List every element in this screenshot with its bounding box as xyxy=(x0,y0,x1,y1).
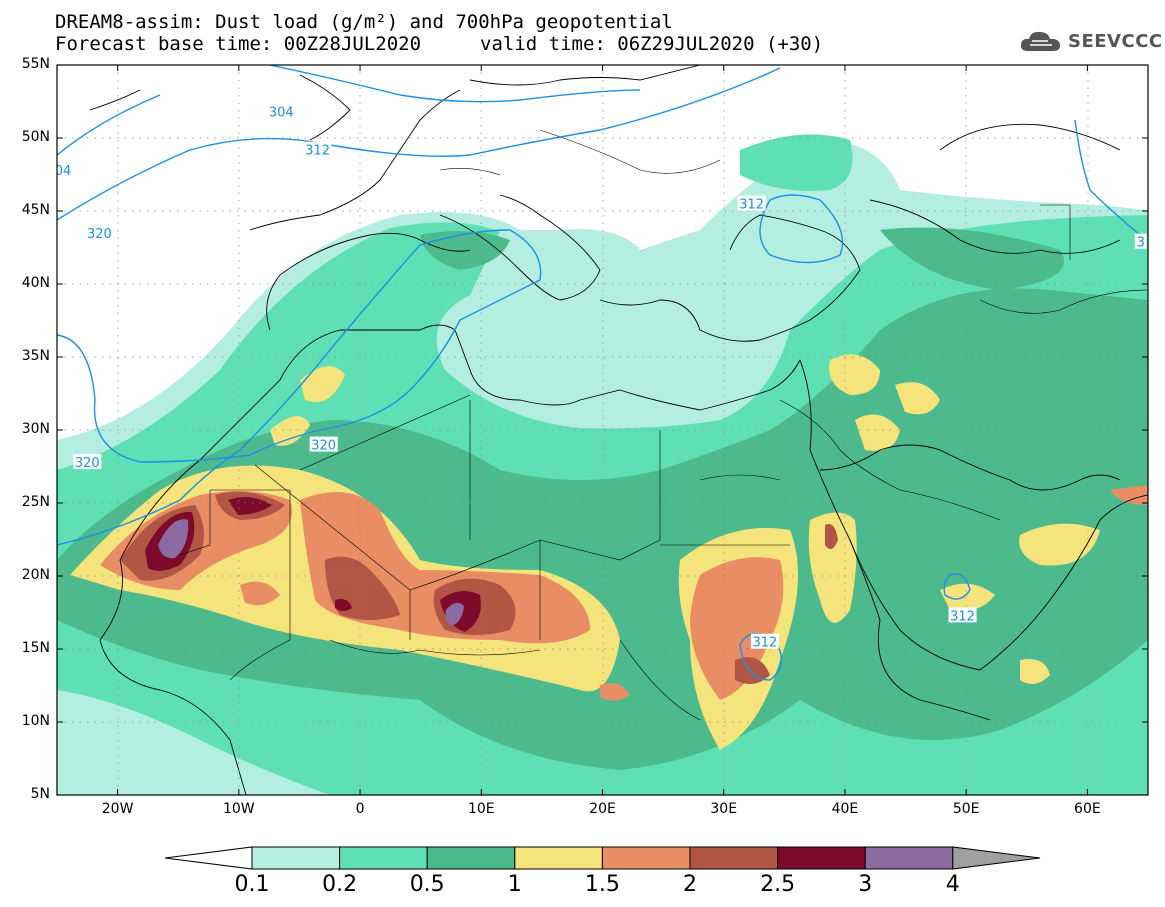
contour-label-text: 312 xyxy=(305,144,330,159)
coastlines xyxy=(89,65,1148,795)
contour-label: 3 xyxy=(1134,233,1147,251)
contour-label-bg xyxy=(1134,233,1147,249)
colorbar-over-arrow xyxy=(952,846,1041,870)
contour-label-text: 304 xyxy=(269,106,294,121)
contour-label-text: 320 xyxy=(87,227,112,242)
lon-label: 50E xyxy=(952,801,980,817)
lon-label: 60E xyxy=(1074,801,1101,817)
colorbar-label: 1.5 xyxy=(584,872,620,897)
colorbar xyxy=(164,846,1041,870)
contour-label-text: 320 xyxy=(311,439,336,454)
contour-label-bg xyxy=(737,195,766,211)
colorbar-label: 0.2 xyxy=(322,872,358,897)
colorbar-label: 0.1 xyxy=(234,872,270,897)
contour-label: 04 xyxy=(55,162,74,179)
colorbar-under-arrow xyxy=(164,846,253,870)
axis-ticks xyxy=(57,64,1148,796)
forecast-base-time: Forecast base time: 00Z28JUL2020 xyxy=(55,33,422,55)
lat-label: 30N xyxy=(21,421,50,437)
lat-label: 50N xyxy=(21,129,50,145)
colorbar-label: 1 xyxy=(507,872,522,897)
contour-label: 320 xyxy=(85,224,114,242)
contour-label-text: 312 xyxy=(950,609,975,624)
contour-label: 320 xyxy=(73,454,102,471)
colorbar-label: 2 xyxy=(683,872,697,897)
contour-label-bg xyxy=(309,436,338,452)
colorbar-swatch xyxy=(689,846,779,870)
contour-label: 312 xyxy=(303,141,332,159)
lat-label: 10N xyxy=(21,713,50,729)
contour-label-text: 320 xyxy=(75,456,100,471)
contour-label-bg xyxy=(750,633,779,649)
lat-label: 55N xyxy=(21,56,50,72)
contour-label-bg xyxy=(303,141,332,157)
colorbar-swatch xyxy=(864,846,954,870)
lat-label: 25N xyxy=(21,494,50,510)
contour-label-bg xyxy=(948,607,977,623)
lon-label: 30E xyxy=(710,801,738,817)
lat-label: 5N xyxy=(30,786,50,802)
lon-label: 10W xyxy=(222,801,255,817)
colorbar-label: 0.5 xyxy=(409,872,445,897)
contour-label-bg xyxy=(57,162,74,178)
colorbar-label: 3 xyxy=(858,872,873,897)
lat-label: 40N xyxy=(21,275,50,291)
colorbar-swatch xyxy=(251,846,341,870)
contour-label: 312 xyxy=(737,195,766,213)
cloud-icon xyxy=(1020,31,1061,51)
dust-level-3 xyxy=(158,519,464,626)
colorbar-label: 2.5 xyxy=(760,872,796,897)
contour-label-bg xyxy=(267,103,296,119)
country-borders xyxy=(179,129,1148,721)
contour-label-text: 312 xyxy=(753,636,778,651)
colorbar-label: 4 xyxy=(945,872,960,897)
colorbar-swatch xyxy=(601,846,691,870)
lon-label: 20W xyxy=(101,801,134,817)
logo-text: SEEVCCC xyxy=(1068,30,1163,52)
contour-label-text: 312 xyxy=(739,198,764,213)
contour-label: 312 xyxy=(948,607,977,624)
contour-labels: 304 312 04 312 320 320 320 312 312 3 xyxy=(55,103,1147,651)
map-title: DREAM8-assim: Dust load (g/m²) and 700hP… xyxy=(55,11,673,33)
colorbar-swatch xyxy=(777,846,866,870)
graticule xyxy=(57,65,1148,795)
lat-label: 45N xyxy=(21,202,50,218)
lat-label: 15N xyxy=(21,640,50,656)
contour-label-text: 3 xyxy=(1137,236,1145,251)
lat-label: 20N xyxy=(21,567,50,583)
lon-label: 10E xyxy=(467,801,495,817)
lon-label: 40E xyxy=(831,801,859,817)
contour-label: 304 xyxy=(267,103,296,121)
colorbar-swatch xyxy=(339,846,428,870)
geopotential-contours xyxy=(57,65,1141,681)
contour-label: 312 xyxy=(750,633,779,651)
lat-label: 35N xyxy=(21,348,50,364)
map-plot-area: 304 312 04 312 320 320 320 312 312 3 xyxy=(55,65,1148,795)
contour-label-bg xyxy=(85,224,114,240)
lon-label: 20E xyxy=(589,801,616,817)
contour-label-bg xyxy=(73,454,102,470)
contour-label-text: 04 xyxy=(55,164,72,179)
seevccc-logo: SEEVCCC xyxy=(1018,27,1163,55)
colorbar-swatch xyxy=(514,846,603,870)
lon-label: 0 xyxy=(355,801,365,817)
valid-time: valid time: 06Z29JUL2020 (+30) xyxy=(480,33,824,55)
contour-label: 320 xyxy=(309,436,338,454)
colorbar-swatch xyxy=(426,846,516,870)
